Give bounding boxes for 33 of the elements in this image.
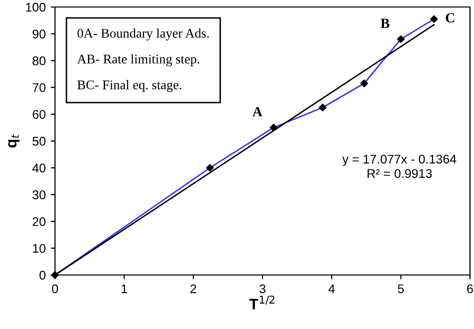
x-axis-title: T$^{1/2}$ <box>249 296 274 310</box>
point <box>430 15 438 23</box>
point <box>397 35 405 43</box>
x-tick-label: 2 <box>190 284 196 294</box>
y-tick-label: 50 <box>32 136 46 146</box>
annotation: A <box>252 107 262 116</box>
y-tick-label: 30 <box>32 190 46 200</box>
annotation: B <box>380 18 390 28</box>
point <box>206 164 214 172</box>
x-tick-label: 5 <box>398 284 404 294</box>
annotation: AB- Rate limiting step. <box>77 54 200 66</box>
x-tick-label: 1 <box>122 284 128 294</box>
annotation: 0A- Boundary layer Ads. <box>78 28 209 40</box>
y-tick-label: 20 <box>32 217 46 226</box>
x-tick-label: 0 <box>52 284 58 294</box>
point <box>360 80 368 88</box>
y-tick-label: 100 <box>26 2 46 12</box>
y-tick-label: 90 <box>32 30 46 38</box>
x-tick-label: 3 <box>260 284 266 294</box>
y-tick-label: 60 <box>32 110 46 119</box>
y-tick-label: 10 <box>33 244 46 253</box>
x-tick-label: 6 <box>467 284 473 294</box>
annotation: BC- Final eq. stage. <box>77 80 182 92</box>
y-axis-title: q$_{t}$ <box>8 134 20 148</box>
annotation: C <box>446 13 454 23</box>
point <box>318 104 326 112</box>
y-tick-label: 0 <box>40 270 46 280</box>
y-tick-label: 70 <box>32 83 46 92</box>
x-tick-label: 4 <box>328 284 335 294</box>
annotation: y = 17.077x - 0.1364 R² = 0.9913 <box>342 154 456 178</box>
y-tick-label: 80 <box>32 56 46 66</box>
point <box>270 124 278 132</box>
y-tick-label: 40 <box>32 164 46 172</box>
